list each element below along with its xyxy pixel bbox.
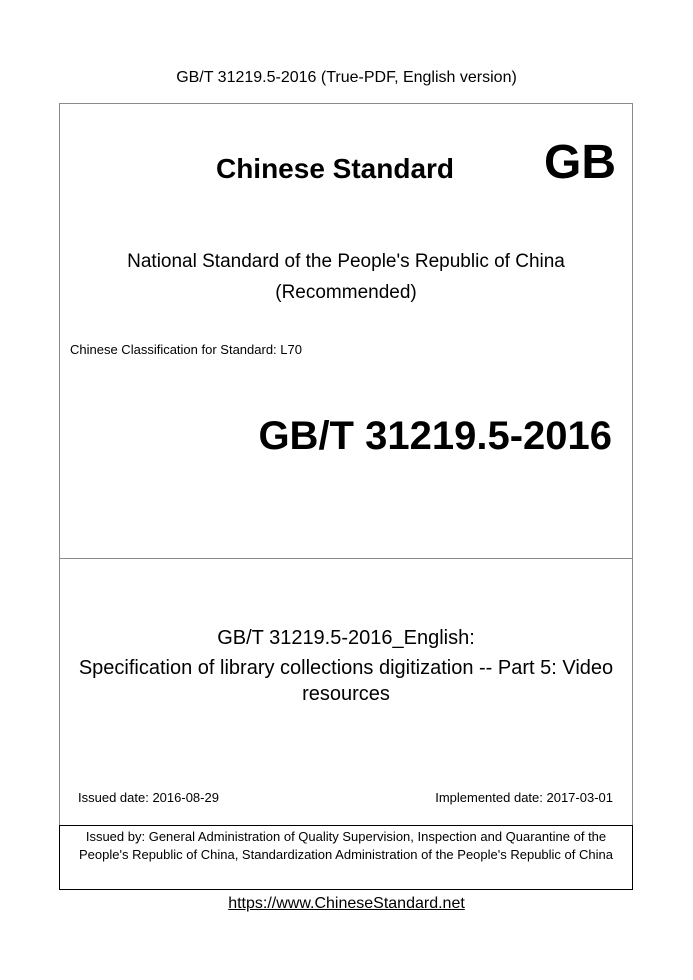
standard-code: GB/T 31219.5-2016 (258, 414, 612, 458)
subtitle-line: (Recommended) (275, 282, 417, 303)
classification: Chinese Classification for Standard: L70 (70, 342, 302, 357)
title: Chinese Standard (215, 153, 455, 184)
issuer: Issued by: General Administration of Qua… (79, 829, 613, 862)
subtitle-line: National Standard of the People's Republ… (127, 251, 565, 272)
footer-link[interactable]: https://www.ChineseStandard.net (228, 895, 465, 912)
implemented-date: Implemented date: 2017-03-01 (435, 790, 613, 805)
header: GB/T 31219.5-2016 (True-PDF, English ver… (176, 69, 517, 86)
issuer-box (59, 825, 633, 890)
english-code: GB/T 31219.5-2016_English: (217, 627, 475, 649)
gb-mark: GB (544, 136, 616, 189)
issued-date: Issued date: 2016-08-29 (78, 790, 219, 805)
standard-name: Specification of library collections dig… (78, 657, 614, 705)
